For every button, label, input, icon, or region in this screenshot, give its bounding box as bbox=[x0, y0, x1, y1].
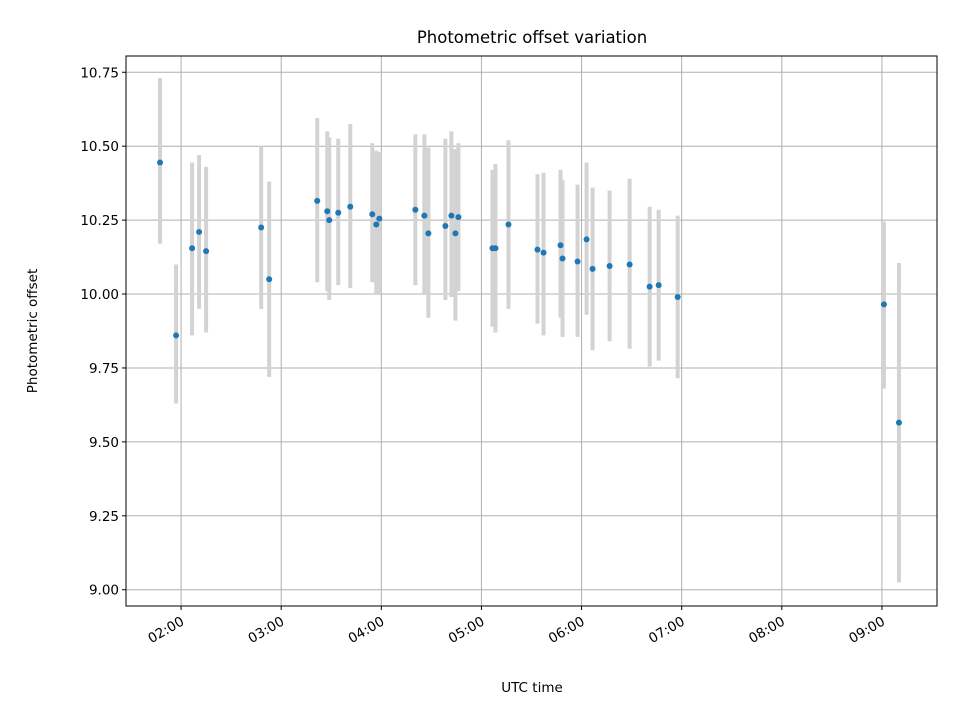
y-tick-label: 10.25 bbox=[80, 213, 119, 229]
data-point bbox=[258, 224, 265, 231]
data-point bbox=[583, 236, 590, 243]
grid-lines bbox=[126, 56, 937, 606]
y-tick-label: 10.75 bbox=[80, 65, 119, 81]
data-point bbox=[324, 208, 331, 215]
data-point bbox=[203, 248, 210, 255]
y-tick-label: 9.00 bbox=[89, 583, 119, 599]
data-point bbox=[626, 261, 633, 268]
data-point bbox=[492, 245, 499, 252]
data-point bbox=[373, 221, 380, 228]
data-point bbox=[655, 282, 662, 289]
data-point bbox=[674, 293, 681, 300]
data-point bbox=[452, 230, 459, 237]
plot-frame bbox=[125, 55, 938, 607]
y-tick-label: 9.50 bbox=[89, 435, 119, 451]
data-point bbox=[442, 223, 449, 230]
data-point bbox=[646, 283, 653, 290]
data-point bbox=[534, 246, 541, 253]
y-tick-label: 10.00 bbox=[80, 287, 119, 303]
data-point bbox=[448, 212, 455, 219]
data-point bbox=[559, 255, 566, 262]
data-point bbox=[574, 258, 581, 265]
data-point bbox=[326, 217, 333, 224]
data-point bbox=[369, 211, 376, 218]
data-point bbox=[347, 203, 354, 210]
data-point bbox=[540, 249, 547, 256]
data-point bbox=[880, 301, 887, 308]
y-axis-ticks: 9.00 9.25 9.50 9.75 10.00 10.25 10.50 10.75 bbox=[80, 65, 126, 599]
data-point bbox=[412, 206, 419, 213]
data-point bbox=[557, 242, 564, 249]
data-points bbox=[157, 159, 902, 426]
data-point bbox=[376, 215, 383, 222]
x-axis-label: UTC time bbox=[501, 680, 563, 696]
data-point bbox=[425, 230, 432, 237]
y-tick-label: 9.25 bbox=[89, 509, 119, 525]
data-point bbox=[196, 228, 203, 235]
data-point bbox=[314, 197, 321, 204]
data-point bbox=[266, 276, 273, 283]
chart-title: Photometric offset variation bbox=[417, 28, 647, 47]
data-point bbox=[157, 159, 164, 166]
y-tick-label: 9.75 bbox=[89, 361, 119, 377]
data-point bbox=[606, 262, 613, 269]
data-point bbox=[335, 209, 342, 216]
y-axis-label: Photometric offset bbox=[25, 269, 41, 393]
y-tick-label: 10.50 bbox=[80, 139, 119, 155]
data-point bbox=[421, 212, 428, 219]
data-point bbox=[505, 221, 512, 228]
data-point bbox=[173, 332, 180, 339]
data-point bbox=[455, 214, 462, 221]
data-point bbox=[589, 265, 596, 272]
data-point bbox=[189, 245, 196, 252]
data-point bbox=[895, 419, 902, 426]
